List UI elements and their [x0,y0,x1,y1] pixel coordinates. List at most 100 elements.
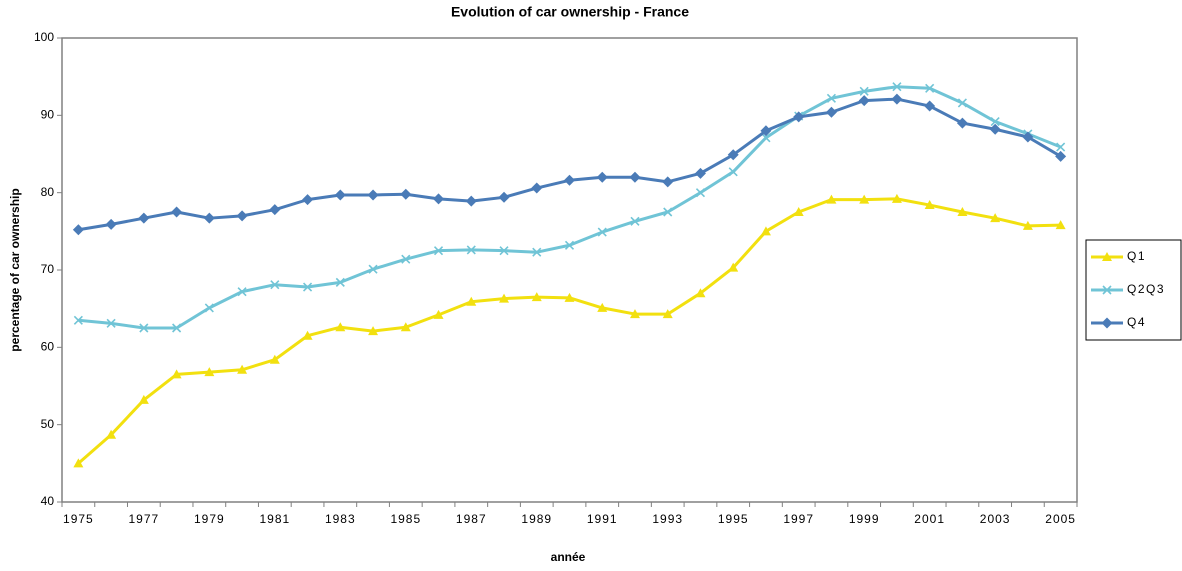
data-point [727,149,739,161]
data-point [564,240,575,250]
x-tick-label: 1991 [587,512,618,526]
data-point [531,182,543,194]
data-point [237,287,247,297]
data-point [498,191,510,203]
data-point [334,189,346,201]
data-point [1022,131,1034,143]
data-point [400,322,411,332]
y-tick-label: 70 [41,262,55,276]
data-point [269,204,281,216]
series-line [78,85,1062,330]
data-point [302,330,313,340]
data-point [401,254,411,264]
y-tick-label: 50 [41,417,55,431]
legend-label: Q1 [1127,249,1146,263]
data-point [597,227,607,237]
data-point [237,364,248,374]
data-point [368,264,378,274]
data-point [1055,150,1067,162]
legend-label: Q2Q3 [1127,282,1165,296]
chart-title: Evolution of car ownership - France [451,4,689,20]
x-tick-label: 1985 [390,512,421,526]
data-point [728,167,738,177]
data-point [662,176,674,188]
data-point [989,123,1001,135]
data-point [891,93,903,105]
data-point [499,246,509,256]
data-point [596,171,608,183]
y-tick-label: 80 [41,185,55,199]
data-point [73,458,84,468]
data-point [499,293,510,303]
legend-marker [1101,317,1113,329]
data-point [172,323,182,333]
x-tick-label: 1995 [718,512,749,526]
data-point [204,303,214,313]
data-point [138,394,149,404]
x-tick-label: 1987 [456,512,487,526]
data-point [924,200,935,210]
data-point [662,309,673,319]
y-tick-label: 60 [41,340,55,354]
data-point [925,83,935,93]
data-point [139,323,149,333]
data-point [761,133,771,143]
x-tick-label: 1993 [652,512,683,526]
data-point [630,216,640,226]
data-point [203,212,215,224]
data-point [793,111,805,123]
data-point [564,292,575,302]
data-point [335,277,345,287]
data-point [532,247,542,257]
x-tick-label: 1979 [194,512,225,526]
data-point [793,207,804,216]
data-point [826,93,837,103]
data-point [466,245,476,255]
data-point [728,262,739,272]
data-point [760,226,771,236]
data-point [956,117,968,129]
data-point [597,302,608,312]
data-point [335,322,346,332]
data-point [433,246,444,256]
y-tick-label: 40 [41,494,55,508]
data-point [695,288,706,298]
x-tick-label: 1997 [783,512,814,526]
plot-area [61,37,1078,503]
data-point [269,354,280,364]
data-point [892,82,902,92]
data-point [171,369,182,379]
y-tick-label: 90 [41,108,55,122]
data-point [433,309,444,319]
data-point [302,194,314,206]
x-tick-label: 1977 [129,512,160,526]
data-point [760,125,772,137]
x-tick-label: 1983 [325,512,356,526]
data-point [858,95,870,107]
data-point [72,224,84,236]
x-tick-label: 2005 [1045,512,1076,526]
x-tick-label: 1989 [521,512,552,526]
data-point [171,206,183,218]
data-point [891,193,902,203]
legend-marker [1102,285,1112,295]
data-point [368,326,379,336]
data-point [302,282,313,292]
y-axis-title: percentage of car ownership [8,188,22,351]
data-point [270,280,280,290]
data-point [204,367,215,377]
data-point [957,207,968,216]
data-point [531,292,542,302]
data-point [1055,220,1066,230]
x-axis-title: année [551,550,586,564]
y-tick-label: 100 [34,30,54,44]
x-tick-label: 1999 [849,512,880,526]
legend-label: Q4 [1127,315,1146,329]
x-tick-label: 2001 [914,512,945,526]
data-point [629,171,641,183]
data-point [663,207,673,217]
data-point [106,429,117,439]
data-point [694,167,706,179]
